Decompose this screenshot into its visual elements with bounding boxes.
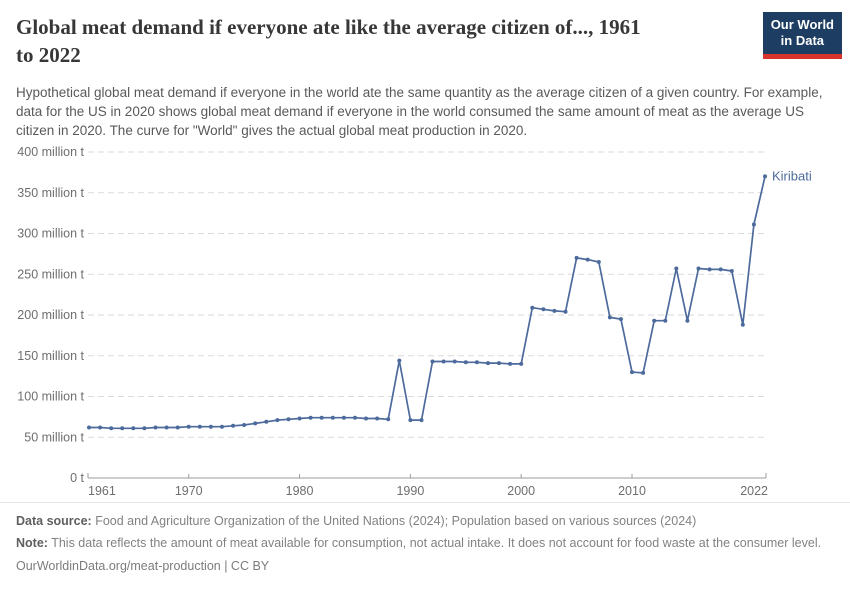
data-point[interactable] bbox=[275, 418, 280, 423]
x-axis-label: 1961 bbox=[88, 484, 116, 498]
page-title-line2: to 2022 bbox=[16, 42, 81, 67]
data-point[interactable] bbox=[98, 425, 103, 430]
data-point[interactable] bbox=[707, 267, 712, 272]
data-point[interactable] bbox=[164, 425, 169, 430]
data-source-text: Food and Agriculture Organization of the… bbox=[91, 514, 697, 529]
data-point[interactable] bbox=[474, 360, 479, 365]
data-point[interactable] bbox=[541, 307, 546, 312]
chart-area: 0 t 50 million t 100 million t 150 million … bbox=[0, 142, 850, 502]
data-point[interactable] bbox=[353, 416, 357, 421]
chart-header: Global meat demand if everyone ate like … bbox=[0, 0, 850, 140]
x-axis-label: 1980 bbox=[286, 484, 314, 498]
data-point[interactable] bbox=[386, 417, 391, 422]
data-point[interactable] bbox=[220, 425, 224, 430]
data-point[interactable] bbox=[231, 424, 236, 429]
data-point[interactable] bbox=[408, 418, 413, 423]
data-point[interactable] bbox=[87, 425, 91, 430]
source-link[interactable]: OurWorldinData.org/meat-production | CC … bbox=[16, 558, 270, 573]
y-axis-label: 150 million t bbox=[17, 349, 84, 363]
data-point[interactable] bbox=[242, 423, 247, 428]
x-axis-label: 2000 bbox=[507, 484, 535, 498]
data-point[interactable] bbox=[208, 425, 213, 430]
data-point[interactable] bbox=[618, 317, 623, 322]
data-point[interactable] bbox=[685, 319, 690, 324]
data-point[interactable] bbox=[452, 359, 457, 364]
data-point[interactable] bbox=[109, 426, 114, 431]
data-point[interactable] bbox=[585, 257, 590, 262]
data-point[interactable] bbox=[696, 266, 701, 271]
data-point[interactable] bbox=[763, 174, 767, 179]
data-point[interactable] bbox=[419, 418, 424, 423]
data-point[interactable] bbox=[364, 416, 368, 421]
note-label: Note: bbox=[16, 536, 48, 551]
data-point[interactable] bbox=[596, 260, 601, 265]
data-point[interactable] bbox=[197, 425, 202, 430]
data-point[interactable] bbox=[441, 359, 446, 364]
page-title: Global meat demand if everyone ate like … bbox=[16, 14, 736, 70]
data-point[interactable] bbox=[718, 267, 723, 272]
data-point[interactable] bbox=[341, 416, 346, 421]
data-point[interactable] bbox=[319, 416, 324, 421]
data-point[interactable] bbox=[430, 359, 435, 364]
data-point[interactable] bbox=[253, 421, 258, 426]
data-point[interactable] bbox=[751, 222, 756, 227]
data-point[interactable] bbox=[186, 425, 191, 430]
data-point[interactable] bbox=[397, 358, 402, 363]
data-point[interactable] bbox=[641, 371, 646, 376]
y-axis-label: 400 million t bbox=[17, 145, 84, 159]
data-point[interactable] bbox=[574, 256, 579, 261]
data-point[interactable] bbox=[264, 420, 269, 425]
y-axis-label: 0 t bbox=[70, 471, 84, 485]
owid-logo-line1: Our World bbox=[770, 17, 834, 32]
data-point[interactable] bbox=[674, 266, 679, 271]
y-axis-label: 350 million t bbox=[17, 186, 84, 200]
data-point[interactable] bbox=[729, 269, 734, 274]
note-line: Note: This data reflects the amount of m… bbox=[16, 534, 834, 553]
note-text: This data reflects the amount of meat av… bbox=[47, 536, 822, 551]
data-point[interactable] bbox=[607, 315, 612, 320]
data-point[interactable] bbox=[519, 362, 524, 367]
chart-subtitle: Hypothetical global meat demand if every… bbox=[16, 84, 823, 139]
meat-demand-line-chart[interactable]: 0 t 50 million t 100 million t 150 million … bbox=[0, 142, 850, 502]
data-point[interactable] bbox=[552, 309, 557, 314]
y-axis-label: 200 million t bbox=[17, 308, 84, 322]
data-source-line: Data source: Food and Agriculture Organi… bbox=[16, 512, 834, 531]
data-point[interactable] bbox=[308, 416, 313, 421]
data-point[interactable] bbox=[153, 425, 158, 430]
owid-logo[interactable]: Our World in Data bbox=[762, 12, 842, 59]
data-point[interactable] bbox=[530, 306, 535, 311]
x-axis-label: 1990 bbox=[396, 484, 424, 498]
y-axis-label: 100 million t bbox=[17, 390, 84, 404]
data-point[interactable] bbox=[486, 361, 490, 366]
y-axis-label: 250 million t bbox=[17, 268, 84, 282]
data-point[interactable] bbox=[663, 319, 668, 324]
x-axis-label: 1970 bbox=[175, 484, 203, 498]
page-title-line1: Global meat demand if everyone ate like … bbox=[16, 15, 641, 39]
data-point[interactable] bbox=[297, 416, 302, 421]
data-point[interactable] bbox=[630, 370, 634, 375]
data-point[interactable] bbox=[131, 426, 136, 431]
data-point[interactable] bbox=[497, 361, 501, 366]
data-point[interactable] bbox=[375, 416, 380, 421]
chart-footer: Data source: Food and Agriculture Organi… bbox=[0, 502, 850, 575]
series-line-kiribati[interactable] bbox=[89, 176, 766, 430]
series-end-label[interactable]: Kiribati bbox=[772, 169, 812, 184]
y-axis-label: 300 million t bbox=[17, 227, 84, 241]
y-axis-label: 50 million t bbox=[24, 431, 84, 445]
data-point[interactable] bbox=[463, 360, 468, 365]
data-point[interactable] bbox=[286, 417, 291, 422]
x-axis-label: 2010 bbox=[618, 484, 646, 498]
data-source-label: Data source: bbox=[16, 514, 92, 529]
data-point[interactable] bbox=[508, 362, 513, 367]
data-point[interactable] bbox=[120, 426, 125, 431]
data-point[interactable] bbox=[330, 416, 335, 421]
x-axis-label: 2022 bbox=[740, 484, 768, 498]
data-point[interactable] bbox=[652, 319, 657, 324]
data-point[interactable] bbox=[142, 426, 147, 431]
data-point[interactable] bbox=[175, 425, 180, 430]
data-point[interactable] bbox=[740, 323, 745, 328]
data-point[interactable] bbox=[563, 310, 568, 315]
owid-logo-line2: in Data bbox=[780, 33, 825, 49]
